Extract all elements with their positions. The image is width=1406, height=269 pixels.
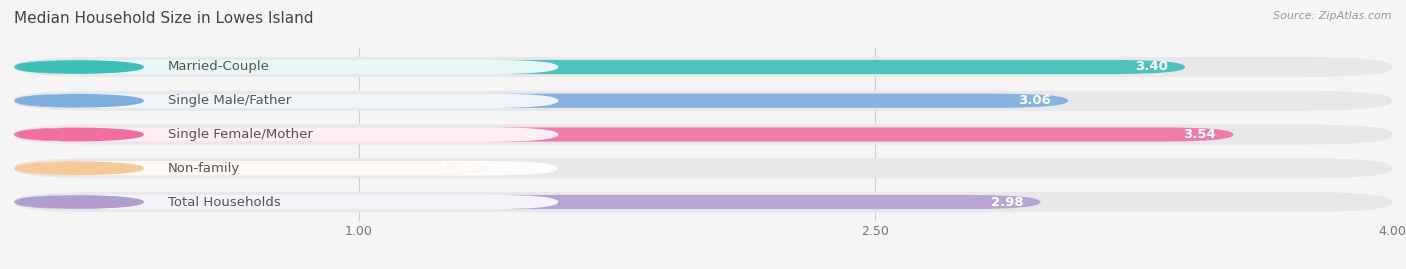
Text: Single Female/Mother: Single Female/Mother <box>169 128 314 141</box>
Text: Total Households: Total Households <box>169 196 281 208</box>
FancyBboxPatch shape <box>14 91 1392 111</box>
Text: Median Household Size in Lowes Island: Median Household Size in Lowes Island <box>14 11 314 26</box>
Circle shape <box>18 162 143 174</box>
Text: 3.06: 3.06 <box>1018 94 1050 107</box>
FancyBboxPatch shape <box>24 127 558 142</box>
FancyBboxPatch shape <box>24 161 558 176</box>
FancyBboxPatch shape <box>14 195 1040 209</box>
Circle shape <box>18 128 143 141</box>
Text: 1.38: 1.38 <box>440 162 472 175</box>
Text: 2.98: 2.98 <box>991 196 1024 208</box>
FancyBboxPatch shape <box>14 57 1392 77</box>
Text: Single Male/Father: Single Male/Father <box>169 94 291 107</box>
FancyBboxPatch shape <box>24 195 558 209</box>
Text: Non-family: Non-family <box>169 162 240 175</box>
FancyBboxPatch shape <box>14 192 1392 212</box>
Circle shape <box>18 95 143 107</box>
Text: 3.40: 3.40 <box>1135 61 1168 73</box>
FancyBboxPatch shape <box>14 128 1233 141</box>
Circle shape <box>18 196 143 208</box>
FancyBboxPatch shape <box>24 93 558 108</box>
Text: Source: ZipAtlas.com: Source: ZipAtlas.com <box>1274 11 1392 21</box>
FancyBboxPatch shape <box>14 124 1392 145</box>
FancyBboxPatch shape <box>14 158 1392 178</box>
Text: 3.54: 3.54 <box>1184 128 1216 141</box>
FancyBboxPatch shape <box>24 60 558 74</box>
Circle shape <box>18 61 143 73</box>
Text: Married-Couple: Married-Couple <box>169 61 270 73</box>
FancyBboxPatch shape <box>14 161 489 175</box>
FancyBboxPatch shape <box>14 94 1069 108</box>
FancyBboxPatch shape <box>14 60 1185 74</box>
